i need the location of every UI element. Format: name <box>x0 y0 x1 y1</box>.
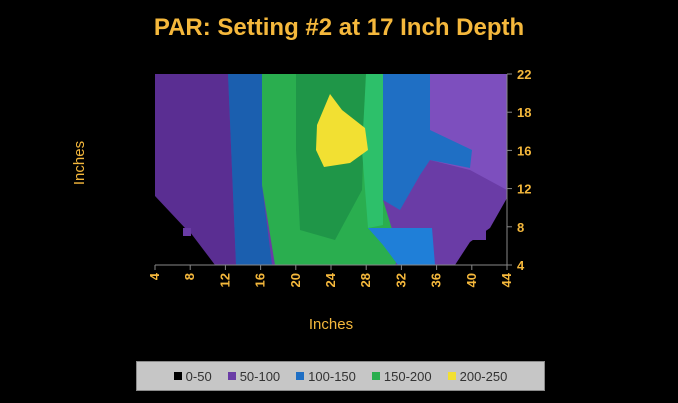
x-tick-label: 20 <box>288 273 303 287</box>
region-50-100-left <box>155 74 236 265</box>
x-tick-label: 16 <box>253 273 268 287</box>
x-tick-label: 4 <box>147 272 162 280</box>
y-tick-label: 8 <box>517 220 524 235</box>
x-axis-label: Inches <box>309 316 353 333</box>
region-150-200-bright <box>362 74 383 228</box>
region-200-250 <box>316 94 368 167</box>
y-tick-label: 16 <box>517 143 531 158</box>
legend: 0-50 50-100 100-150 150-200 200-250 <box>136 361 545 391</box>
legend-swatch <box>296 372 305 380</box>
y-tick-label: 22 <box>517 67 531 82</box>
legend-label: 100-150 <box>308 368 356 384</box>
region-100-150-lower <box>368 228 435 265</box>
legend-item: 50-100 <box>227 368 281 384</box>
y-tick-label: 12 <box>517 182 531 197</box>
x-tick-label: 24 <box>323 272 338 287</box>
x-tick-label: 8 <box>182 273 197 280</box>
y-axis-label: Inches <box>71 141 88 185</box>
legend-item: 200-250 <box>447 368 508 384</box>
chart-title: PAR: Setting #2 at 17 Inch Depth <box>153 14 525 41</box>
region-50-100-notch-left <box>183 228 191 236</box>
x-tick-label: 40 <box>464 273 479 287</box>
legend-item: 150-200 <box>371 368 432 384</box>
legend-swatch <box>173 372 182 380</box>
contour-plot-area <box>155 74 507 265</box>
legend-swatch <box>227 372 236 380</box>
x-tick-label: 44 <box>499 272 514 287</box>
legend-label: 150-200 <box>383 368 432 384</box>
x-tick-label: 12 <box>217 273 232 287</box>
region-0-50-right <box>455 198 507 265</box>
y-tick-label: 18 <box>517 105 531 120</box>
y-tick-label: 4 <box>517 258 525 273</box>
legend-swatch <box>371 372 380 380</box>
x-tick-label: 32 <box>393 273 408 287</box>
legend-item: 0-50 <box>173 368 212 384</box>
x-tick-label: 36 <box>429 273 444 287</box>
legend-label: 200-250 <box>459 368 508 384</box>
region-100-150-right <box>383 74 472 210</box>
legend-swatch <box>447 372 456 380</box>
legend-label: 0-50 <box>185 368 212 384</box>
legend-item: 100-150 <box>296 369 356 384</box>
region-50-100-notch-right <box>472 228 486 240</box>
legend-label: 50-100 <box>239 368 281 384</box>
x-tick-label: 28 <box>358 273 373 287</box>
region-100-150 <box>228 74 272 265</box>
